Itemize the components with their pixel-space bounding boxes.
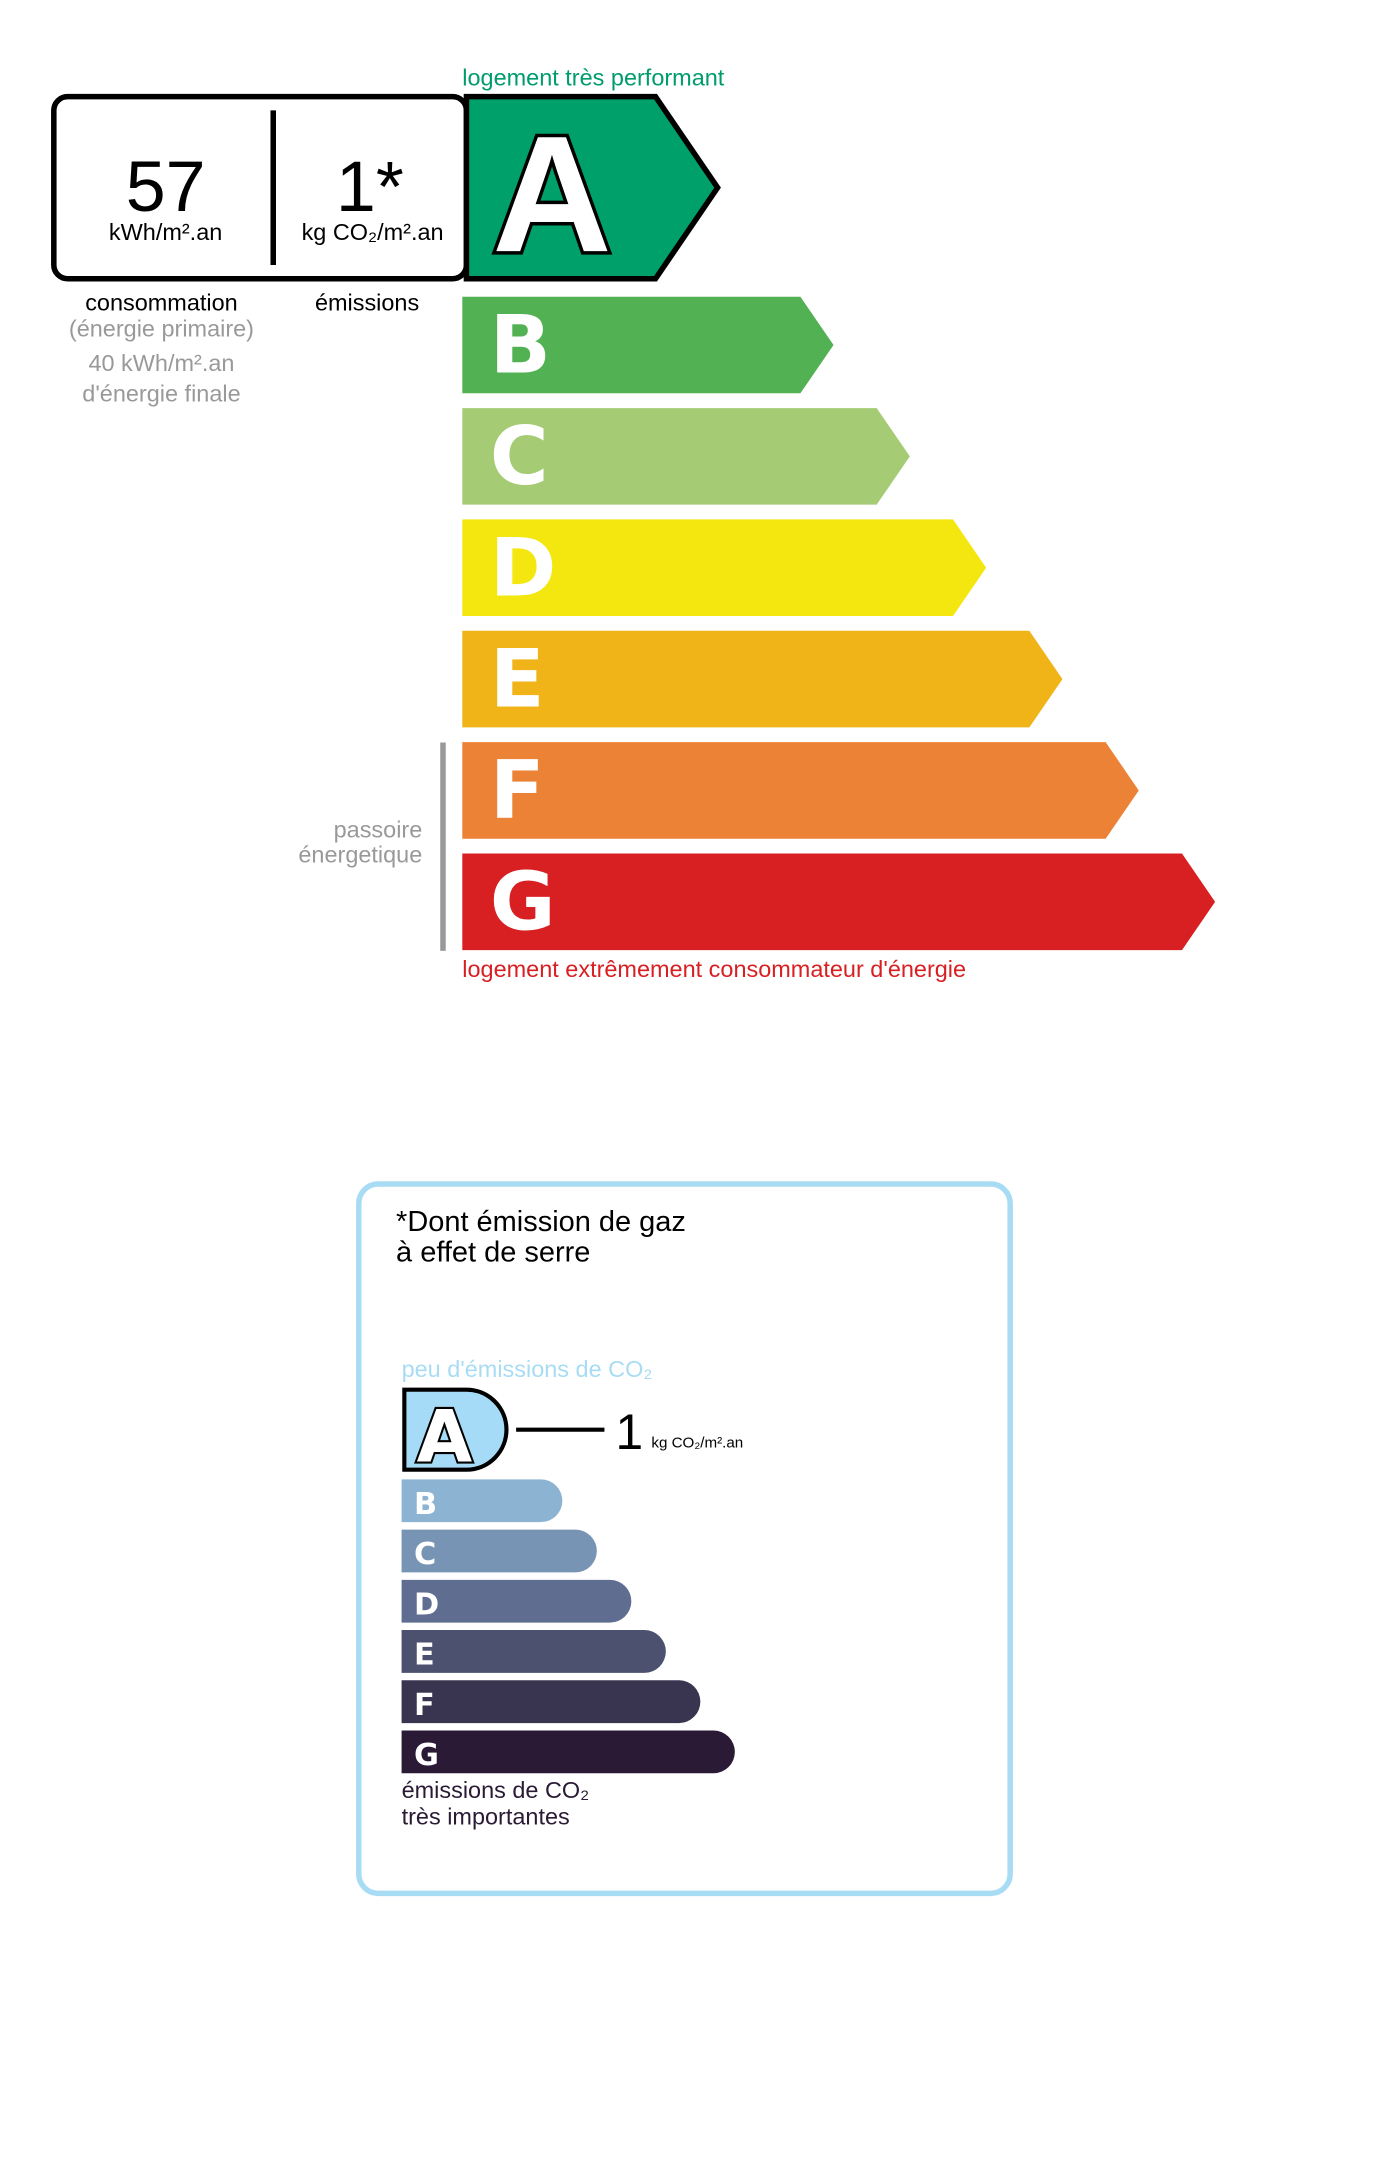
ges-class-e-bar (401, 1630, 666, 1673)
final-energy-value: 40 kWh/m².an (88, 350, 234, 376)
emissions-label: émissions (315, 290, 419, 316)
ges-class-letter: B (414, 1487, 437, 1522)
energy-class-letter: B (490, 299, 551, 392)
emissions-unit: kg CO₂/m².an (302, 219, 444, 245)
ges-class-a-current (402, 1387, 509, 1472)
energy-class-letter: F (490, 744, 545, 837)
energy-top-label: logement très performant (462, 65, 724, 91)
current-ges-class: A (417, 1394, 473, 1478)
ges-class-letter: G (414, 1738, 439, 1773)
energy-class-e-bar (462, 630, 1063, 728)
consumption-label: consommation (85, 290, 238, 316)
consumption-value: 57 (126, 147, 206, 227)
energy-class-d-bar (462, 519, 987, 617)
ges-class-g-bar (401, 1730, 735, 1774)
ges-class-letter: C (414, 1537, 436, 1572)
energy-class-c-bar (462, 408, 910, 505)
ges-class-letter: F (414, 1688, 435, 1723)
ges-top-label: peu d'émissions de CO₂ (402, 1356, 653, 1382)
energy-class-b-bar (462, 296, 834, 394)
ges-class-b-bar (401, 1479, 563, 1523)
ges-title-1: *Dont émission de gaz (396, 1206, 686, 1238)
energy-class-letter: G (490, 855, 556, 948)
energy-bottom-label: logement extrêmement consommateur d'éner… (462, 956, 966, 982)
emissions-value: 1* (336, 147, 404, 227)
ges-class-d-bar (401, 1579, 632, 1623)
ges-class-letter: E (414, 1638, 435, 1673)
energy-class-letter: D (490, 521, 556, 614)
energy-class-letter: C (490, 410, 549, 503)
passoire-label-2: énergetique (298, 842, 422, 868)
ges-bottom-label-1: émissions de CO₂ (402, 1777, 590, 1803)
energy-class-letter: E (490, 633, 545, 726)
ges-value: 1 (615, 1404, 643, 1460)
energy-class-a-current (463, 93, 721, 282)
energy-class-g-bar (462, 853, 1216, 951)
current-energy-class: A (492, 102, 612, 287)
ges-title-2: à effet de serre (396, 1236, 590, 1268)
energy-class-f-bar (462, 742, 1139, 839)
ges-unit: kg CO₂/m².an (651, 1435, 743, 1452)
ges-bottom-label-2: très importantes (402, 1803, 570, 1829)
consumption-unit: kWh/m².an (109, 219, 222, 245)
ges-class-letter: D (414, 1587, 439, 1622)
energy-value-box (51, 93, 470, 282)
ges-class-f-bar (401, 1680, 701, 1724)
passoire-label-1: passoire (334, 817, 423, 843)
primary-energy-label: (énergie primaire) (69, 316, 254, 342)
ges-class-c-bar (401, 1529, 597, 1573)
final-energy-label: d'énergie finale (82, 381, 240, 407)
